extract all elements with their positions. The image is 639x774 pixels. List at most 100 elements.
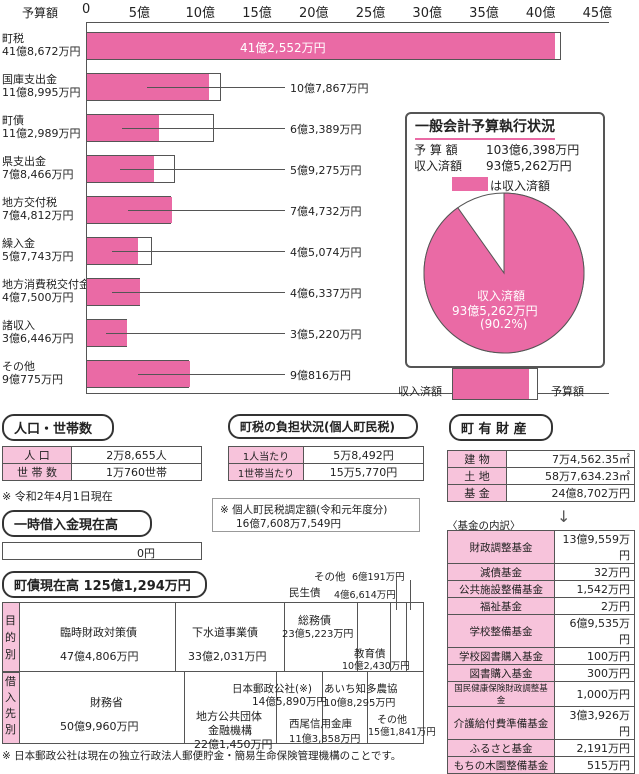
leader-line bbox=[105, 333, 285, 334]
debt-lender-5-name: その他 bbox=[377, 715, 407, 726]
debt-purpose-5-name: その他 bbox=[314, 571, 346, 583]
funds-table: 財政調整基金 13億9,559万円 減債基金 32万円 公共施設整備基金 1,542万円福… bbox=[447, 530, 635, 774]
tax-title: 町税の負担状況(個人町民税) bbox=[228, 414, 418, 439]
divider bbox=[322, 672, 323, 744]
debt-lender-4-value: 11億3,858万円 bbox=[289, 734, 361, 745]
fund-row: 公共施設整備基金 1,542万円 bbox=[447, 580, 635, 598]
leader-line bbox=[111, 251, 285, 252]
debt-lender-label bbox=[2, 672, 20, 744]
summary-budget-label: 予 算 額 bbox=[414, 143, 458, 157]
tick-label: 40億 bbox=[525, 6, 556, 21]
leader-line bbox=[137, 374, 285, 375]
debt-lender-0-name: 財務省 bbox=[90, 696, 123, 709]
summary-received-value: 93億5,262万円 bbox=[486, 159, 572, 173]
property-table: 建 物 7万4,562.35㎡ 土 地 58万7,634.23㎡ 基 金 24億8,7… bbox=[447, 450, 635, 502]
debt-purpose-label bbox=[2, 602, 20, 672]
fund-row: 学校図書購入基金 100万円 bbox=[447, 647, 635, 665]
debt-lender-5-value: 15億1,841万円 bbox=[368, 727, 436, 738]
summary-title: 一般会計予算執行状況 bbox=[415, 116, 555, 140]
debt-lender-4-name: 西尾信用金庫 bbox=[289, 718, 352, 730]
received-value-label: 5億9,275万円 bbox=[290, 164, 362, 177]
tax-table: 1人当たり 5万8,492円 1世帯当たり 15万5,770円 bbox=[228, 446, 424, 481]
debt-lender-1-value: 22億1,450万円 bbox=[194, 738, 273, 751]
category-label: 地方消費税交付金 4億7,500万円 bbox=[2, 278, 90, 304]
budget-bar-chart: 予算額 0 5億 10億 15億 20億 25億 30億 35億 40億 45億 町税 41億8,6… bbox=[2, 2, 612, 394]
leader-line bbox=[128, 210, 285, 211]
received-bar bbox=[87, 33, 556, 59]
debt-purpose-4-name: 民生債 bbox=[289, 587, 321, 599]
fund-row: 学校整備基金 6億9,535万円 bbox=[447, 614, 635, 648]
fund-row: 介護給付費準備基金 3億3,926万円 bbox=[447, 706, 635, 740]
population-title: 人口・世帯数 bbox=[2, 414, 114, 441]
divider bbox=[284, 602, 285, 672]
category-label: 地方交付税 7億4,812万円 bbox=[2, 196, 74, 222]
debt-purpose-1-name: 下水道事業債 bbox=[192, 626, 258, 639]
tick-label: 20億 bbox=[298, 6, 329, 21]
fund-row: 減債基金 32万円 bbox=[447, 563, 635, 581]
category-label: 町債 11億2,989万円 bbox=[2, 114, 81, 140]
leader-line bbox=[121, 128, 285, 129]
debt-purpose-text: 目的別 bbox=[5, 614, 16, 661]
tax-note-1: ※ 個人町民税調定額(令和元年度分) bbox=[220, 504, 388, 516]
summary-received-label: 収入済額 bbox=[414, 159, 463, 173]
category-label: 県支出金 7億8,466万円 bbox=[2, 155, 74, 181]
tick-label: 15億 bbox=[242, 6, 272, 21]
key-budget-label: 予算額 bbox=[551, 385, 584, 398]
tick-label: 25億 bbox=[355, 6, 386, 21]
key-bar bbox=[452, 368, 538, 400]
received-value-label: 4億5,074万円 bbox=[290, 246, 362, 259]
debt-purpose-0-name: 臨時財政対策債 bbox=[60, 626, 137, 639]
x-axis-label: 予算額 bbox=[22, 6, 59, 20]
loan-value: 0円 bbox=[137, 547, 155, 560]
tax-note-2: 16億7,608万7,549円 bbox=[236, 518, 341, 530]
legend-swatch bbox=[452, 177, 488, 191]
leader-line bbox=[396, 580, 397, 610]
tick-label: 30億 bbox=[412, 6, 442, 21]
tick-label: 0 bbox=[82, 2, 91, 17]
budget-bar bbox=[86, 32, 562, 60]
chart-top-line bbox=[86, 22, 608, 23]
debt-lender-2-value: 14億5,890万円 bbox=[252, 696, 327, 708]
pie-label-2: 93億5,262万円 bbox=[452, 304, 538, 318]
category-label: その他 9億775万円 bbox=[2, 360, 63, 386]
debt-lender-1-name2: 金融機構 bbox=[208, 724, 252, 737]
summary-box bbox=[405, 112, 605, 368]
legend-label: は収入済額 bbox=[490, 179, 551, 193]
debt-lender-3-name: あいち知多農協 bbox=[324, 683, 398, 695]
received-value-label: 6億3,389万円 bbox=[290, 123, 362, 136]
pie-label-3: (90.2%) bbox=[480, 317, 528, 331]
debt-mid-line bbox=[20, 671, 424, 672]
arrow-down-icon: ↓ bbox=[557, 507, 571, 526]
leader-line bbox=[410, 580, 411, 610]
loan-value-box bbox=[2, 542, 202, 560]
category-label: 町税 41億8,672万円 bbox=[2, 32, 81, 58]
population-table: 人 口 2万8,655人 世 帯 数 1万760世帯 bbox=[2, 446, 202, 481]
divider bbox=[357, 602, 358, 672]
fund-row: 財政調整基金 13億9,559万円 bbox=[447, 530, 635, 564]
debt-purpose-4-value: 4億6,614万円 bbox=[334, 590, 396, 601]
received-value-label: 10億7,867万円 bbox=[290, 82, 369, 95]
debt-lender-1-name: 地方公共団体 bbox=[196, 710, 262, 723]
property-title: 町 有 財 産 bbox=[449, 414, 553, 441]
debt-purpose-1-value: 33億2,031万円 bbox=[188, 650, 267, 663]
population-note: ※ 令和2年4月1日現在 bbox=[2, 490, 113, 503]
debt-purpose-2-value: 23億5,223万円 bbox=[282, 629, 354, 640]
debt-lender-0-value: 50億9,960万円 bbox=[60, 720, 139, 733]
debt-purpose-3-value: 10億2,430万円 bbox=[342, 661, 410, 672]
tax-note-box bbox=[212, 498, 420, 532]
debt-purpose-3-name: 教育債 bbox=[354, 648, 386, 660]
key-received-label: 収入済額 bbox=[398, 385, 442, 398]
debt-purpose-5-value: 6億191万円 bbox=[352, 572, 405, 583]
category-label: 諸収入 3億6,446万円 bbox=[2, 319, 74, 345]
debt-lender-text: 借入先別 bbox=[5, 675, 16, 736]
loan-title: 一時借入金現在高 bbox=[2, 510, 152, 537]
divider bbox=[184, 672, 185, 744]
received-value-label: 9億816万円 bbox=[290, 369, 351, 382]
received-value-label: 4億6,337万円 bbox=[290, 287, 362, 300]
tick-label: 10億 bbox=[185, 6, 216, 21]
leader-line bbox=[147, 87, 285, 88]
fund-row: 図書購入基金 300万円 bbox=[447, 664, 635, 682]
fund-row: ふるさと基金 2,191万円 bbox=[447, 739, 635, 757]
fund-row: もちの木園整備基金 515万円 bbox=[447, 756, 635, 774]
divider bbox=[390, 602, 391, 672]
